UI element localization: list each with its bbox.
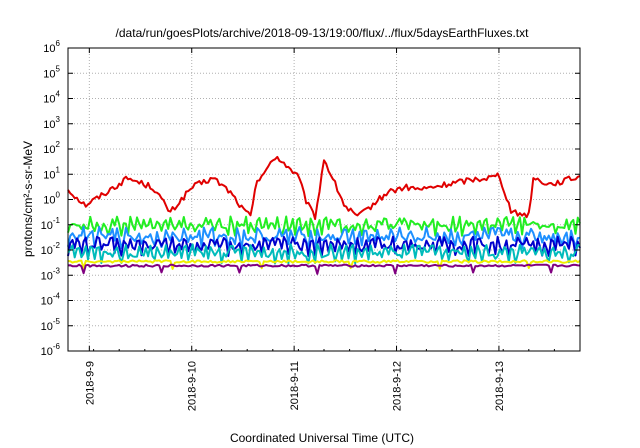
y-axis-label: protons/cm²-s-sr-MeV (21, 141, 35, 257)
series-line-4 (67, 243, 581, 265)
y-tick-label: 10-1 (41, 216, 61, 232)
y-axis: 10-6 10-5 10-4 10-3 10-2 10-1 100 101 102 103 104 1… (41, 39, 580, 358)
y-tick-label: 103 (43, 115, 60, 131)
grid-lines (68, 48, 580, 351)
series-line-5 (67, 259, 581, 270)
series-line-1 (67, 215, 581, 238)
x-tick-label: 2018-9-12 (392, 361, 404, 411)
y-tick-label: 102 (43, 140, 60, 156)
y-tick-label: 100 (43, 191, 60, 207)
series-line-3 (67, 235, 581, 257)
y-tick-label: 101 (43, 165, 60, 181)
x-tick-label: 2018-9-9 (84, 361, 96, 405)
x-axis-label: Coordinated Universal Time (UTC) (230, 431, 414, 445)
series-line-6 (67, 263, 581, 275)
y-tick-label: 10-3 (41, 266, 61, 282)
series-group (67, 155, 581, 275)
y-tick-label: 105 (43, 64, 60, 80)
x-tick-label: 2018-9-11 (289, 361, 301, 410)
y-tick-label: 106 (43, 39, 60, 55)
x-tick-label: 2018-9-10 (187, 361, 199, 411)
x-axis: 2018-9-9 2018-9-10 2018-9-11 2018-9-12 2018-… (67, 48, 581, 411)
y-tick-label: 104 (43, 90, 60, 106)
y-tick-label: 10-6 (41, 342, 61, 358)
chart-title: /data/run/goesPlots/archive/2018-09-13/1… (116, 26, 530, 40)
y-tick-label: 10-2 (41, 241, 61, 257)
y-tick-label: 10-4 (41, 292, 61, 308)
series-line-0 (67, 155, 581, 221)
series-line-2 (67, 225, 581, 250)
y-tick-label: 10-5 (41, 317, 61, 333)
x-tick-label: 2018-9-13 (494, 361, 506, 411)
